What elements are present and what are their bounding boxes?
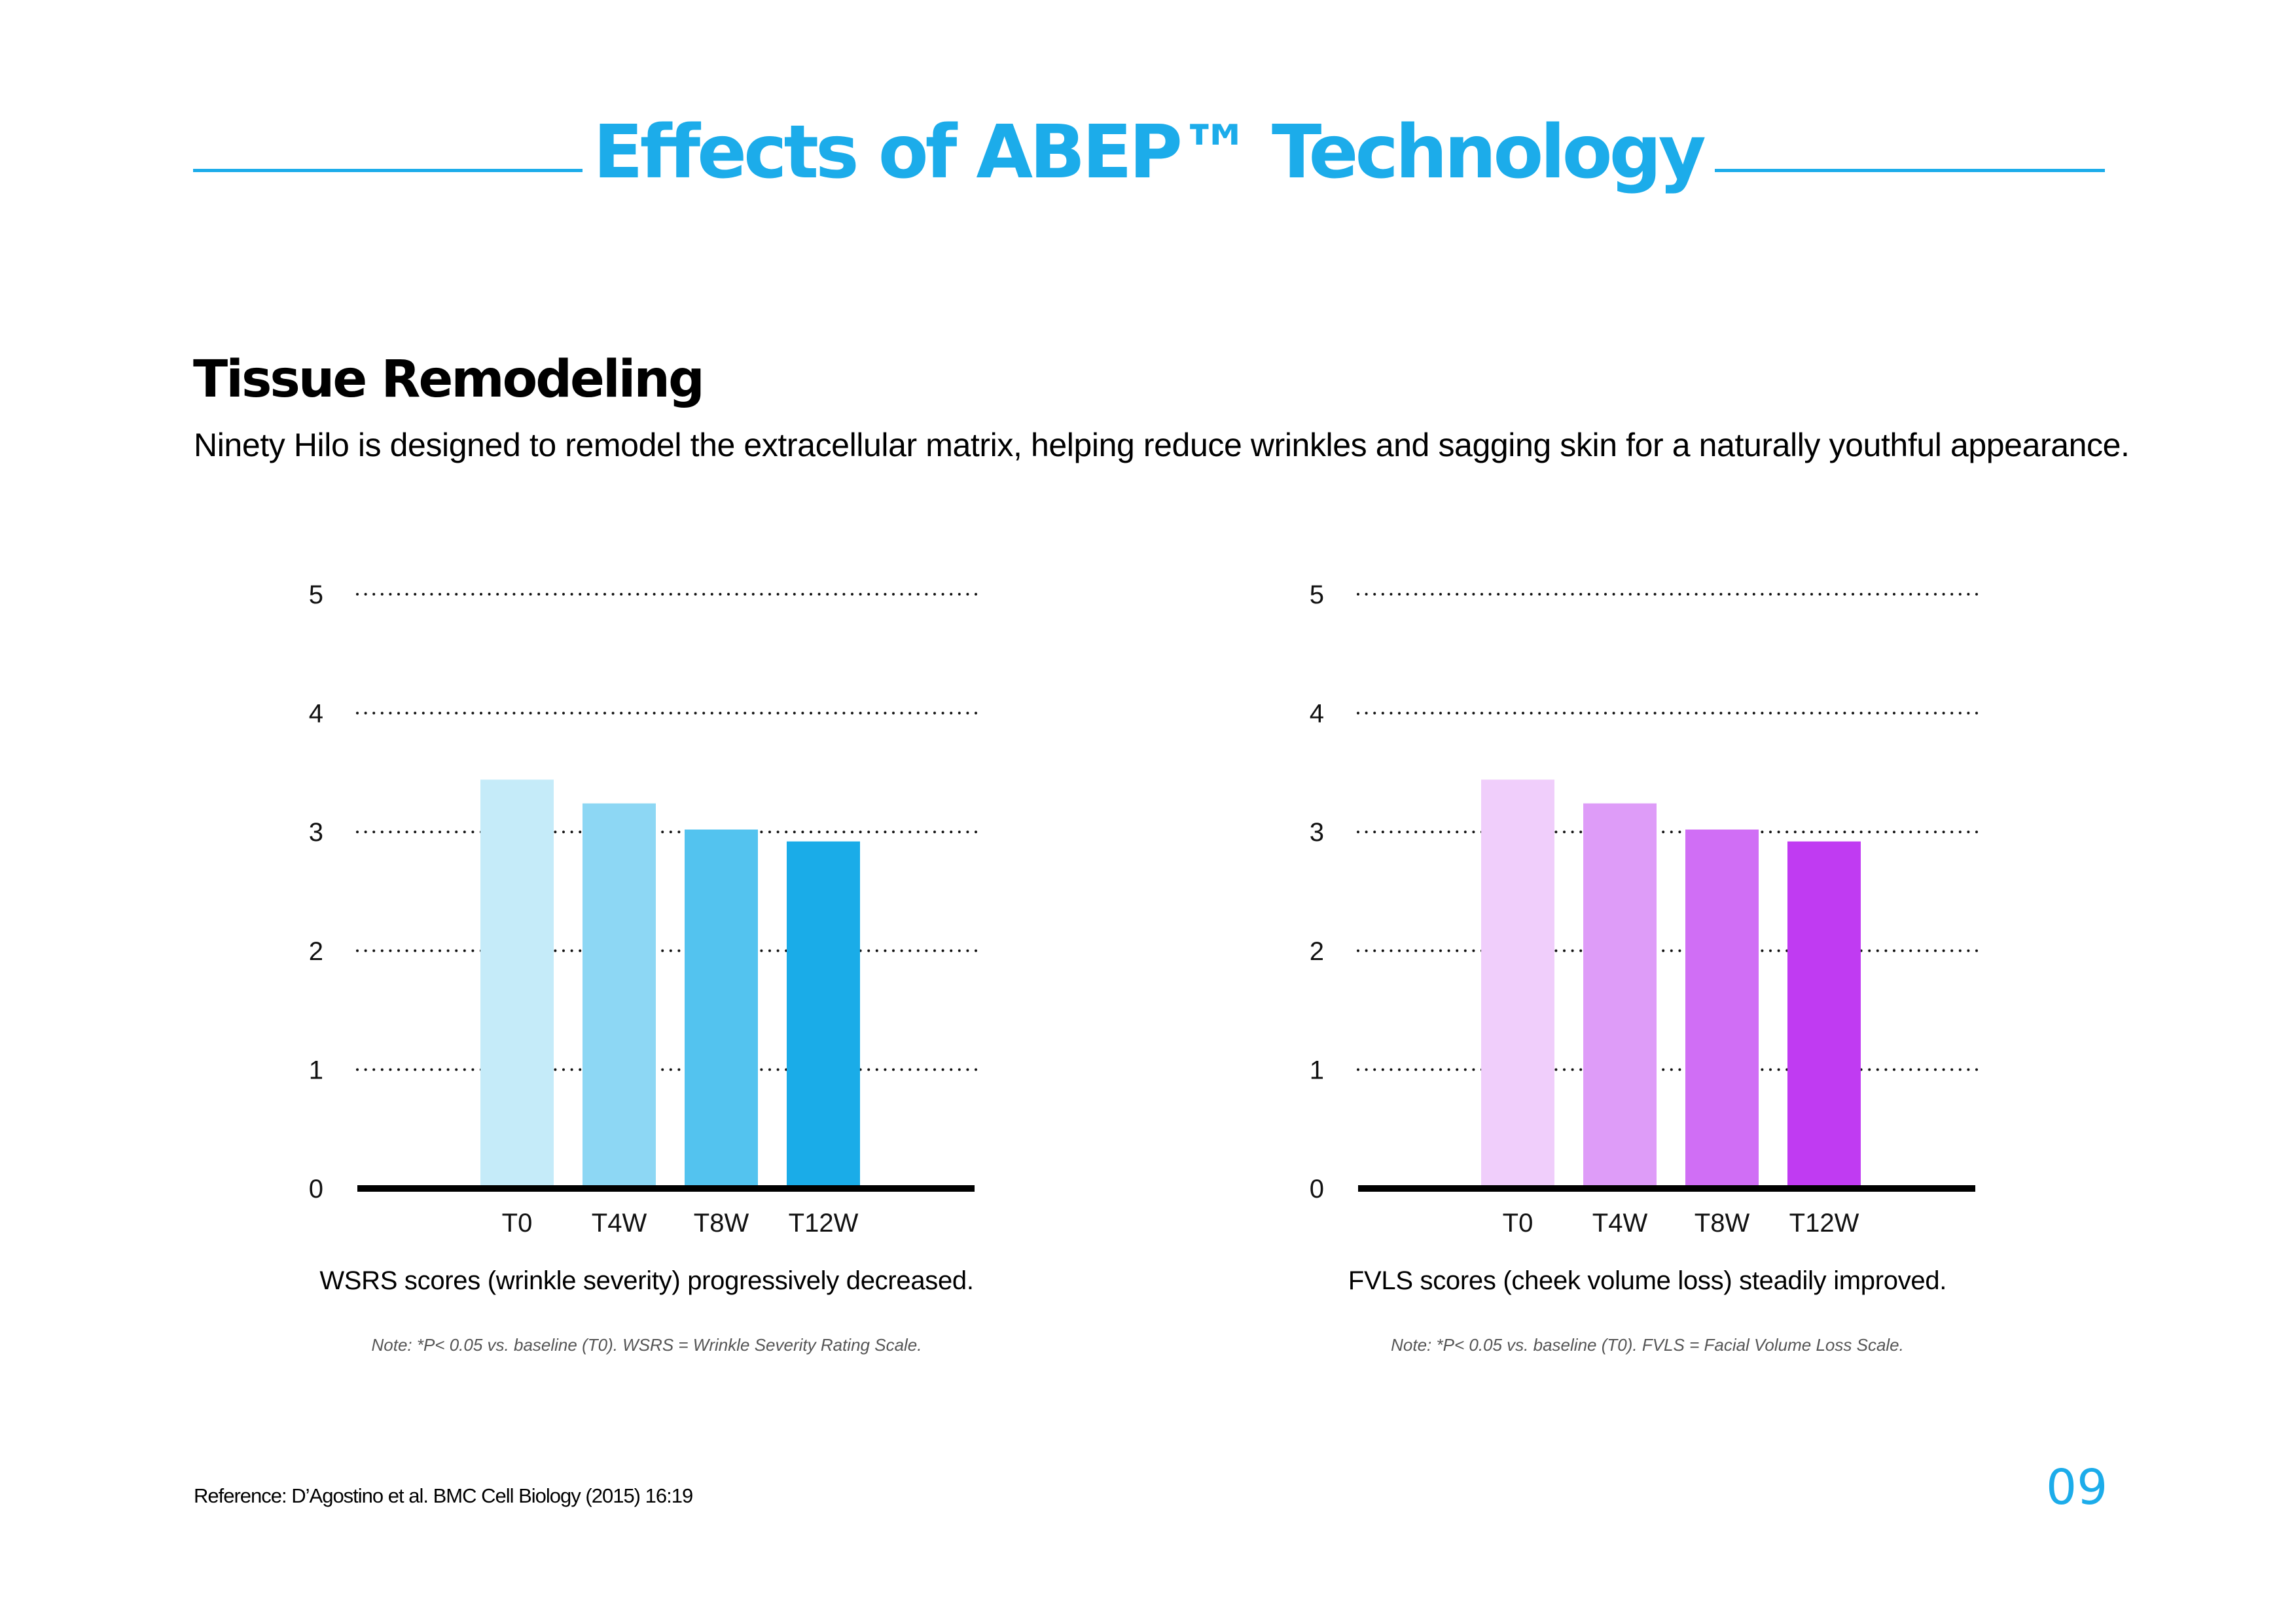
fvls-chart-caption: FVLS scores (cheek volume loss) steadily…: [1348, 1266, 1947, 1295]
y-tick-label: 1: [309, 1056, 323, 1084]
x-tick-label: T12W: [1789, 1209, 1859, 1238]
fvls-chart-note: Note: *P< 0.05 vs. baseline (T0). FVLS =…: [1391, 1335, 1904, 1355]
title-rule-left: [193, 169, 583, 172]
title-rule-right: [1715, 169, 2105, 172]
bar-t0: [1481, 779, 1554, 1188]
x-tick-label: T4W: [1592, 1209, 1648, 1238]
y-tick-label: 5: [1310, 580, 1324, 609]
reference-citation: Reference: D’Agostino et al. BMC Cell Bi…: [194, 1484, 693, 1507]
y-tick-label: 0: [309, 1175, 323, 1204]
page-title: Effects of ABEP™ Technology: [593, 110, 1706, 195]
bar-t12w: [1787, 841, 1861, 1188]
y-tick-label: 1: [1310, 1056, 1324, 1084]
y-tick-label: 2: [1310, 937, 1324, 966]
bar-t8w: [685, 829, 758, 1188]
x-tick-label: T8W: [1695, 1209, 1750, 1238]
section-description: Ninety Hilo is designed to remodel the e…: [194, 427, 2130, 463]
bar-t8w: [1685, 829, 1759, 1188]
y-tick-label: 2: [309, 937, 323, 966]
wsrs-chart-note: Note: *P< 0.05 vs. baseline (T0). WSRS =…: [371, 1335, 922, 1355]
wsrs-chart-caption: WSRS scores (wrinkle severity) progressi…: [319, 1266, 974, 1295]
x-tick-label: T4W: [592, 1209, 647, 1238]
x-tick-label: T8W: [694, 1209, 749, 1238]
x-tick-label: T12W: [789, 1209, 859, 1238]
bar-t0: [480, 779, 554, 1188]
y-tick-label: 4: [1310, 700, 1324, 728]
bar-t4w: [1583, 803, 1657, 1188]
y-tick-label: 4: [309, 700, 323, 728]
y-tick-label: 5: [309, 580, 323, 609]
bar-t4w: [583, 803, 656, 1188]
wsrs-chart: 0 1 2 3 4 5 T0 T4W T8W T12W WSRS scores (wrinkle …: [275, 563, 1322, 1387]
section-heading: Tissue Remodeling: [193, 350, 705, 409]
bar-t12w: [787, 841, 860, 1188]
fvls-chart: 0 1 2 3 4 5 T0 T4W T8W T12W FVLS scores (cheek vo…: [1276, 563, 2296, 1387]
y-tick-label: 0: [1310, 1175, 1324, 1204]
x-tick-label: T0: [502, 1209, 533, 1238]
y-tick-label: 3: [309, 818, 323, 847]
wsrs-chart-plot: 0 1 2 3 4 5 T0 T4W T8W T12W: [309, 580, 984, 1238]
x-tick-label: T0: [1503, 1209, 1534, 1238]
page-number: 09: [2046, 1459, 2108, 1516]
fvls-chart-plot: 0 1 2 3 4 5 T0 T4W T8W T12W: [1310, 580, 1985, 1238]
y-tick-label: 3: [1310, 818, 1324, 847]
